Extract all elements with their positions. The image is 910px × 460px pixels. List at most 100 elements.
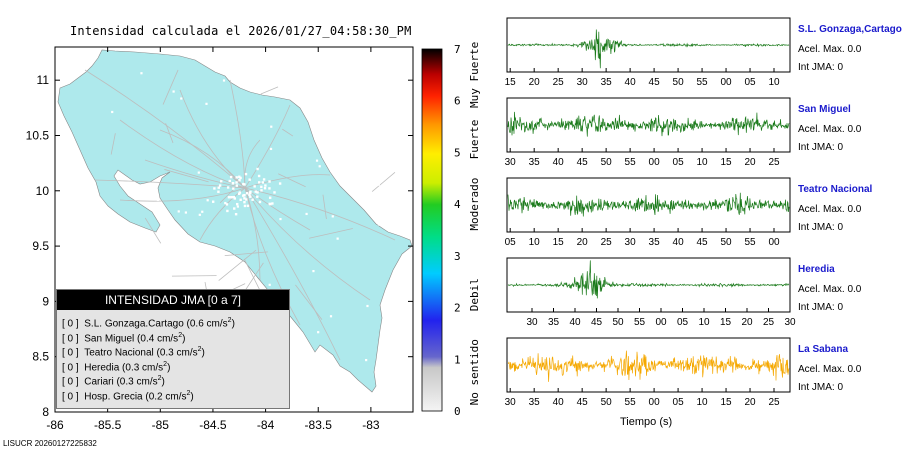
town-marker xyxy=(224,201,227,205)
seismogram-tick-label: 30 xyxy=(784,317,796,328)
town-marker xyxy=(217,186,220,189)
town-marker xyxy=(359,134,362,137)
footer-id: LISUCR 20260127225832 xyxy=(3,439,97,448)
seismogram-tick-label: 15 xyxy=(553,237,565,248)
town-marker xyxy=(249,195,252,198)
seismogram-trace xyxy=(507,111,790,137)
town-marker xyxy=(262,178,266,181)
road xyxy=(110,133,116,155)
colorbar-tick-label: 7 xyxy=(454,43,461,56)
road xyxy=(309,228,353,239)
seismogram-tick-label: 55 xyxy=(625,157,637,168)
seismogram-tick-label: 45 xyxy=(591,317,603,328)
legend-row: [ 0 ] San Miguel (0.4 cm/s2) xyxy=(57,329,289,344)
town-marker xyxy=(251,198,254,201)
town-marker xyxy=(233,207,236,210)
town-marker xyxy=(222,79,226,82)
seismogram-tick-label: 05 xyxy=(744,77,756,88)
town-marker xyxy=(253,185,256,188)
town-marker xyxy=(363,163,366,167)
town-marker xyxy=(197,264,200,267)
town-marker xyxy=(273,191,276,194)
seismogram-tick-label: 20 xyxy=(577,237,589,248)
town-marker xyxy=(243,200,246,204)
town-marker xyxy=(184,211,187,214)
town-marker xyxy=(140,72,143,75)
town-marker xyxy=(197,171,200,174)
town-marker xyxy=(239,176,242,180)
seismogram-tick-label: 50 xyxy=(673,77,685,88)
legend-text: San Miguel (0.4 cm/s xyxy=(84,332,179,344)
seismogram-tick-label: 50 xyxy=(612,317,624,328)
seismogram-tick-label: 00 xyxy=(720,77,732,88)
town-marker xyxy=(172,90,175,93)
station-int: Int JMA: 0 xyxy=(798,302,844,313)
seismogram-trace xyxy=(507,192,790,217)
town-marker xyxy=(235,202,239,206)
seismogram-tick-label: 35 xyxy=(649,237,661,248)
seismogram-tick-label: 30 xyxy=(505,397,517,408)
legend-sup: 2 xyxy=(186,389,191,397)
station-accel: Acel. Max. 0.0 xyxy=(798,204,862,215)
colorbar-tick-label: 6 xyxy=(454,95,461,108)
legend-close: ) xyxy=(201,347,205,359)
town-marker xyxy=(377,183,380,186)
town-marker xyxy=(243,183,246,186)
seismogram-tick-label: 45 xyxy=(577,397,589,408)
town-marker xyxy=(248,191,252,194)
road xyxy=(244,187,341,361)
town-marker xyxy=(232,187,235,190)
station-name: La Sabana xyxy=(798,344,849,355)
legend-level: [ 0 ] xyxy=(62,318,79,330)
seismogram-tick-label: 25 xyxy=(763,317,775,328)
town-marker xyxy=(245,198,248,201)
town-marker xyxy=(378,107,381,110)
road xyxy=(144,217,162,244)
y-tick-label: 8 xyxy=(42,405,49,419)
seismogram-tick-label: 00 xyxy=(768,237,780,248)
legend-level: [ 0 ] xyxy=(62,376,79,388)
town-marker xyxy=(151,188,155,191)
seismogram-tick-label: 20 xyxy=(529,77,541,88)
town-marker xyxy=(228,179,231,183)
legend-close: ) xyxy=(231,318,235,330)
town-marker xyxy=(111,110,114,114)
road xyxy=(218,249,257,281)
colorbar-category-label: Moderado xyxy=(468,178,481,231)
seismogram-tick-label: 45 xyxy=(697,237,709,248)
town-marker xyxy=(218,184,222,187)
intensity-legend: INTENSIDAD JMA [0 a 7] [ 0 ] S.L. Gonzag… xyxy=(56,289,290,409)
seismogram-trace xyxy=(507,260,790,299)
seismogram-tick-label: 40 xyxy=(625,77,637,88)
legend-text: S.L. Gonzaga.Cartago (0.6 cm/s xyxy=(84,318,228,330)
colorbar-tick-label: 2 xyxy=(454,302,461,315)
town-marker xyxy=(213,187,216,190)
town-marker xyxy=(257,174,261,178)
town-marker xyxy=(312,99,315,103)
legend-close: ) xyxy=(182,332,186,344)
town-marker xyxy=(132,232,136,236)
road xyxy=(245,262,264,291)
legend-text: Cariari (0.3 cm/s xyxy=(84,376,158,388)
seismogram-tick-label: 25 xyxy=(601,237,613,248)
town-marker xyxy=(378,216,382,219)
town-marker xyxy=(372,117,375,120)
town-marker xyxy=(279,217,282,221)
road xyxy=(371,172,396,192)
town-marker xyxy=(220,180,223,183)
colorbar-category-label: Fuerte xyxy=(468,120,481,160)
costa-rica-land xyxy=(57,49,413,393)
town-marker xyxy=(268,283,271,286)
seismogram-tick-label: 30 xyxy=(625,237,637,248)
x-tick-label: -83 xyxy=(362,418,380,432)
legend-text: Teatro Nacional (0.3 cm/s xyxy=(84,347,198,359)
seismogram-tick-label: 35 xyxy=(601,77,613,88)
legend-sup: 2 xyxy=(178,331,183,339)
road xyxy=(244,174,331,189)
y-tick-label: 10.5 xyxy=(26,128,50,142)
legend-level: [ 0 ] xyxy=(62,332,79,344)
road xyxy=(244,187,396,241)
seismogram-tick-label: 50 xyxy=(720,237,732,248)
legend-sup: 2 xyxy=(197,346,202,353)
